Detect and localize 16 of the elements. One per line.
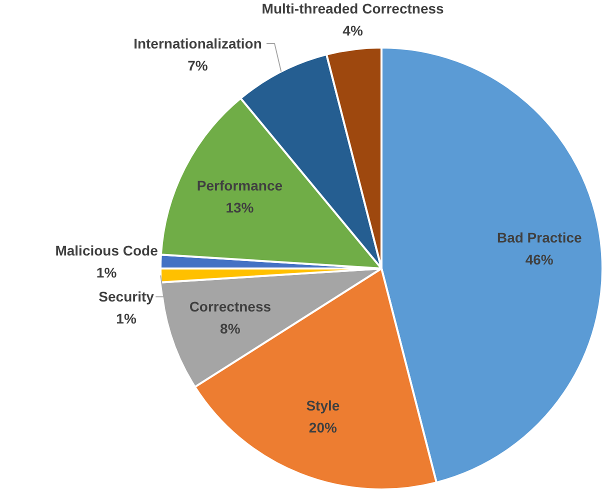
slice-label: Style	[306, 397, 340, 414]
data-label: 7%	[188, 57, 208, 74]
slice-label: Correctness	[189, 298, 272, 315]
data-label: 46%	[525, 252, 554, 268]
data-label: 4%	[342, 22, 364, 38]
slice-label: Multi-threaded Correctness	[262, 0, 444, 16]
slice-label: Security	[98, 288, 154, 305]
slice-label: Malicious Code	[55, 242, 158, 258]
data-label: 13%	[226, 199, 254, 216]
slice-label: Internationalization	[134, 35, 262, 52]
slice-label: Performance	[196, 177, 283, 194]
data-label: 1%	[116, 310, 137, 327]
data-label: 8%	[220, 320, 241, 337]
slice-label: Bad Practice	[496, 230, 582, 246]
data-label: 1%	[96, 264, 118, 280]
data-label: 20%	[308, 419, 338, 436]
